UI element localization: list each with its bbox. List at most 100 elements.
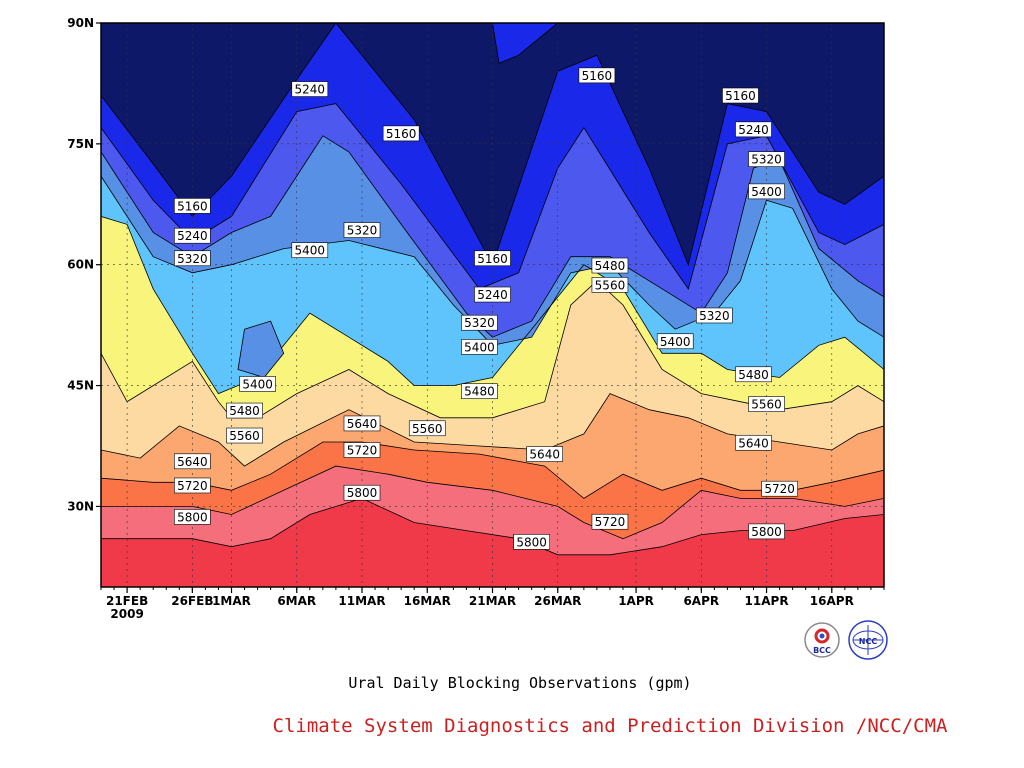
contour-label-box	[474, 286, 511, 303]
contour-label: 5320	[347, 224, 378, 238]
contour-label: 5240	[477, 288, 508, 302]
contour-label-box	[591, 257, 629, 274]
contour-label-box	[591, 277, 629, 293]
contour-label-box	[591, 513, 629, 530]
contour-label: 5400	[751, 185, 782, 199]
contour-label-box	[174, 509, 211, 525]
contour-label-box	[291, 242, 329, 259]
contour-label-box	[291, 81, 329, 97]
x-tick-year-label: 2009	[110, 607, 143, 621]
contour-label-box	[513, 534, 550, 550]
contour-label-box	[578, 67, 616, 84]
contour-label-box	[174, 198, 211, 214]
x-tick-label: 16APR	[810, 594, 854, 608]
y-tick-label: 75N	[67, 137, 94, 151]
ncc-logo-text: NCC	[859, 637, 878, 646]
x-tick-label: 26MAR	[534, 594, 581, 608]
contour-label-box	[748, 151, 785, 167]
contour-label-box	[461, 339, 498, 355]
contour-label: 5400	[295, 244, 326, 258]
contour-label-box	[174, 453, 211, 470]
contour-label: 5640	[738, 436, 769, 450]
contour-label: 5800	[177, 510, 208, 524]
x-tick-label: 1APR	[618, 594, 654, 608]
contour-label: 5640	[529, 448, 560, 462]
contour-label-box	[239, 376, 276, 392]
contour-label: 5560	[412, 422, 443, 436]
y-tick-label: 45N	[67, 379, 94, 393]
contour-label: 5400	[464, 340, 495, 354]
y-tick-label: 30N	[67, 499, 94, 513]
contour-label: 5160	[386, 127, 417, 141]
bcc-logo-text: BCC	[813, 646, 831, 655]
contour-label: 5560	[595, 278, 626, 292]
contour-label-box	[461, 383, 498, 400]
contour-label: 5160	[582, 69, 613, 83]
contour-line	[101, 465, 884, 540]
contour-label-box	[526, 446, 564, 462]
contour-line	[101, 175, 884, 346]
contour-label-box	[343, 415, 381, 432]
contour-label: 5240	[295, 83, 326, 97]
x-tick-label: 21FEB	[106, 594, 148, 608]
contour-label-box	[474, 250, 511, 267]
ncc-logo: NCC	[848, 620, 888, 660]
chart-caption: Ural Daily Blocking Observations (gpm)	[348, 674, 691, 692]
contour-label-box	[722, 87, 759, 104]
contour-label-box	[174, 250, 211, 267]
contour-label: 5320	[464, 316, 495, 330]
contour-label-box	[226, 402, 263, 419]
contour-label: 5240	[177, 229, 208, 243]
contour-label: 5800	[751, 525, 782, 539]
contour-label: 5480	[595, 259, 626, 273]
contour-label: 5160	[477, 252, 508, 266]
contour-label: 5400	[660, 335, 691, 349]
contour-label-box	[226, 427, 263, 444]
contour-label: 5480	[464, 385, 495, 399]
contour-label: 5720	[177, 479, 208, 493]
y-axis: 90N 75N 60N 45N 30N	[67, 16, 101, 513]
contour-label-box	[343, 222, 381, 238]
contour-label-box	[748, 523, 785, 540]
contour-label-box	[174, 227, 211, 244]
x-tick-label: 6MAR	[277, 594, 316, 608]
contour-label: 5560	[751, 398, 782, 412]
contour-label: 5400	[242, 377, 273, 391]
contour-label: 5320	[699, 309, 730, 323]
contour-label: 5800	[516, 535, 547, 549]
contour-label: 5160	[177, 199, 208, 213]
x-tick-label: 11MAR	[338, 594, 385, 608]
x-tick-label: 6APR	[683, 594, 719, 608]
contour-label: 5800	[347, 486, 378, 500]
contour-label-box	[761, 480, 798, 497]
contour-island	[492, 23, 559, 64]
contour-line	[101, 441, 884, 499]
contour-labels: 5160 5240 5320 5240 5160 5320 5400 5400 5480 5560…	[174, 67, 798, 550]
y-tick-label: 60N	[67, 258, 94, 272]
x-tick-label: 26FEB	[171, 594, 213, 608]
contour-label: 5320	[751, 153, 782, 167]
contour-label-box	[343, 484, 381, 501]
contour-label-box	[696, 307, 733, 324]
contour-label-box	[748, 183, 785, 200]
contour-label: 5480	[738, 368, 769, 382]
x-tick-label: 16MAR	[404, 594, 451, 608]
x-tick-label: 1MAR	[212, 594, 251, 608]
contour-fills	[101, 23, 884, 587]
contour-label-box	[382, 125, 420, 142]
contour-label-box	[343, 442, 381, 458]
contour-label-box	[735, 366, 772, 383]
contour-label-box	[408, 420, 446, 437]
contour-island	[237, 320, 285, 378]
contour-label-box	[748, 396, 785, 412]
contour-label: 5240	[738, 123, 769, 137]
x-tick-label: 11APR	[745, 594, 789, 608]
contour-label: 5640	[177, 455, 208, 469]
x-tick-label: 21MAR	[469, 594, 516, 608]
contour-label: 5320	[177, 252, 208, 266]
contour-label: 5720	[764, 482, 795, 496]
contour-label-box	[461, 314, 498, 331]
contour-label-box	[735, 121, 772, 138]
contour-islands	[237, 23, 559, 378]
